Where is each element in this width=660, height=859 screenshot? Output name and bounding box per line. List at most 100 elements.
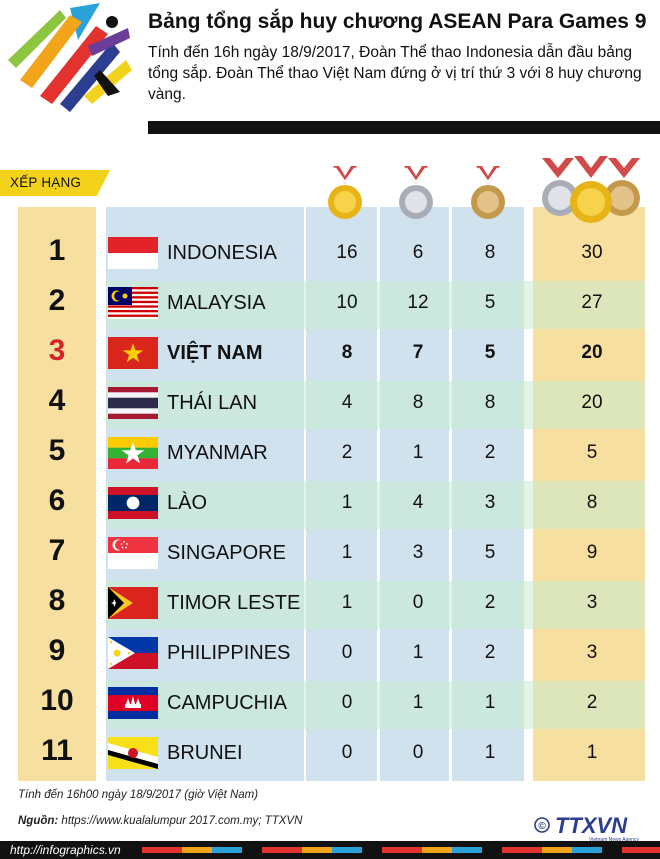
total-medals-icon (542, 156, 640, 223)
table-row-highlighted: 3 VIỆT NAM 8 7 5 20 (18, 330, 645, 380)
source-line: Nguồn: https://www.kualalumpur 2017.com.… (18, 815, 302, 827)
table-row: 7 SINGAPORE 1 3 5 9 (18, 530, 645, 580)
bronze-count: 5 (484, 542, 496, 563)
source-text: https://www.kualalumpur 2017.com.my; TTX… (58, 815, 303, 827)
silver-count: 8 (412, 392, 424, 413)
rank-number: 3 (48, 334, 66, 367)
timor-leste-flag-icon (108, 587, 158, 619)
silver-medal-icon (399, 166, 433, 219)
bronze-count: 5 (484, 342, 496, 363)
rank-number: 5 (48, 434, 66, 467)
gold-count: 0 (341, 642, 353, 663)
gold-count: 10 (336, 292, 358, 313)
gold-count: 8 (341, 342, 353, 363)
country-name: SINGAPORE (167, 542, 286, 564)
bronze-count: 8 (484, 392, 496, 413)
rank-number: 10 (40, 684, 74, 717)
gold-count: 4 (341, 392, 353, 413)
indonesia-flag-icon (108, 237, 158, 269)
gold-count: 16 (336, 242, 358, 263)
total-count: 2 (586, 692, 598, 713)
table-row: 8 TIMOR LESTE 1 0 2 3 (18, 580, 645, 630)
table-row: 4 THÁI LAN 4 8 8 20 (18, 380, 645, 430)
rank-number: 2 (48, 284, 66, 317)
country-name: VIỆT NAM (167, 342, 263, 364)
malaysia-flag-icon (108, 287, 158, 319)
data-note: Tính đến 16h00 ngày 18/9/2017 (giờ Việt … (18, 789, 259, 801)
bronze-count: 2 (484, 642, 496, 663)
thailand-flag-icon (108, 387, 158, 419)
logo-text: TTXVN (555, 813, 628, 838)
country-name: MALAYSIA (167, 292, 266, 314)
footer-accent-stripe (142, 847, 660, 853)
gold-medal-icon (328, 166, 362, 219)
rank-number: 8 (48, 584, 66, 617)
gold-count: 1 (341, 492, 353, 513)
silver-count: 3 (412, 542, 424, 563)
gold-count: 1 (341, 542, 353, 563)
bronze-count: 2 (484, 442, 496, 463)
silver-count: 12 (407, 292, 429, 313)
table-row: 11 BRUNEI 0 0 1 1 (18, 730, 645, 780)
header-divider (148, 121, 660, 134)
copyright-symbol: © (538, 821, 546, 832)
rank-number: 1 (48, 234, 66, 267)
website-link[interactable]: http://infographics.vn (10, 843, 121, 857)
table-row: 1 INDONESIA 16 6 8 30 (18, 230, 645, 280)
country-name: CAMPUCHIA (167, 692, 288, 714)
footer-bar: http://infographics.vn (0, 841, 660, 859)
country-name: LÀO (167, 492, 208, 514)
gold-count: 2 (341, 442, 353, 463)
table-row: 9 PHILIPPINES 0 1 2 3 (18, 630, 645, 680)
gold-count: 1 (341, 592, 353, 613)
table-row: 2 MALAYSIA 10 12 5 27 (18, 280, 645, 330)
rank-header-label: XẾP HẠNG (10, 175, 82, 190)
silver-count: 1 (412, 642, 424, 663)
cambodia-flag-icon (108, 687, 158, 719)
silver-count: 0 (412, 742, 424, 763)
vietnam-flag-icon (108, 337, 158, 369)
bronze-count: 8 (484, 242, 496, 263)
silver-count: 6 (412, 242, 424, 263)
country-name: BRUNEI (167, 742, 243, 764)
page-description: Tính đến 16h ngày 18/9/2017, Đoàn Thể th… (148, 44, 642, 103)
country-name: PHILIPPINES (167, 642, 291, 664)
laos-flag-icon (108, 487, 158, 519)
table-row: 6 LÀO 1 4 3 8 (18, 480, 645, 530)
rank-column-bg (18, 207, 96, 781)
bronze-medal-icon (471, 166, 505, 219)
rank-number: 7 (48, 534, 66, 567)
country-name: TIMOR LESTE (167, 592, 301, 614)
total-count: 20 (581, 392, 603, 413)
table-row: 10 CAMPUCHIA 0 1 1 2 (18, 680, 645, 730)
rank-header-tag: XẾP HẠNG (0, 170, 110, 196)
total-count: 27 (581, 292, 603, 313)
myanmar-flag-icon (108, 437, 158, 469)
silver-count: 4 (412, 492, 424, 513)
bronze-count: 5 (484, 292, 496, 313)
rank-number: 11 (41, 734, 73, 767)
source-label: Nguồn: (18, 815, 59, 827)
total-count: 30 (581, 242, 603, 263)
ttxvn-logo: © TTXVN Vietnam News Agency (534, 813, 639, 843)
silver-count: 1 (412, 442, 424, 463)
bronze-count: 1 (484, 692, 496, 713)
total-count: 1 (586, 742, 598, 763)
silver-count: 1 (412, 692, 424, 713)
rank-number: 9 (48, 634, 66, 667)
gold-count: 0 (341, 742, 353, 763)
bronze-count: 2 (484, 592, 496, 613)
country-name: MYANMAR (167, 442, 268, 464)
silver-count: 0 (412, 592, 424, 613)
rank-number: 4 (48, 384, 66, 417)
total-count: 3 (586, 592, 598, 613)
total-count: 3 (586, 642, 598, 663)
total-count: 8 (586, 492, 598, 513)
total-count: 9 (586, 542, 598, 563)
philippines-flag-icon (108, 637, 158, 669)
singapore-flag-icon (108, 537, 158, 569)
table-row: 5 MYANMAR 2 1 2 5 (18, 430, 645, 480)
country-name: INDONESIA (167, 242, 278, 264)
page-title: Bảng tổng sắp huy chương ASEAN Para Game… (148, 10, 647, 33)
total-count: 5 (586, 442, 598, 463)
